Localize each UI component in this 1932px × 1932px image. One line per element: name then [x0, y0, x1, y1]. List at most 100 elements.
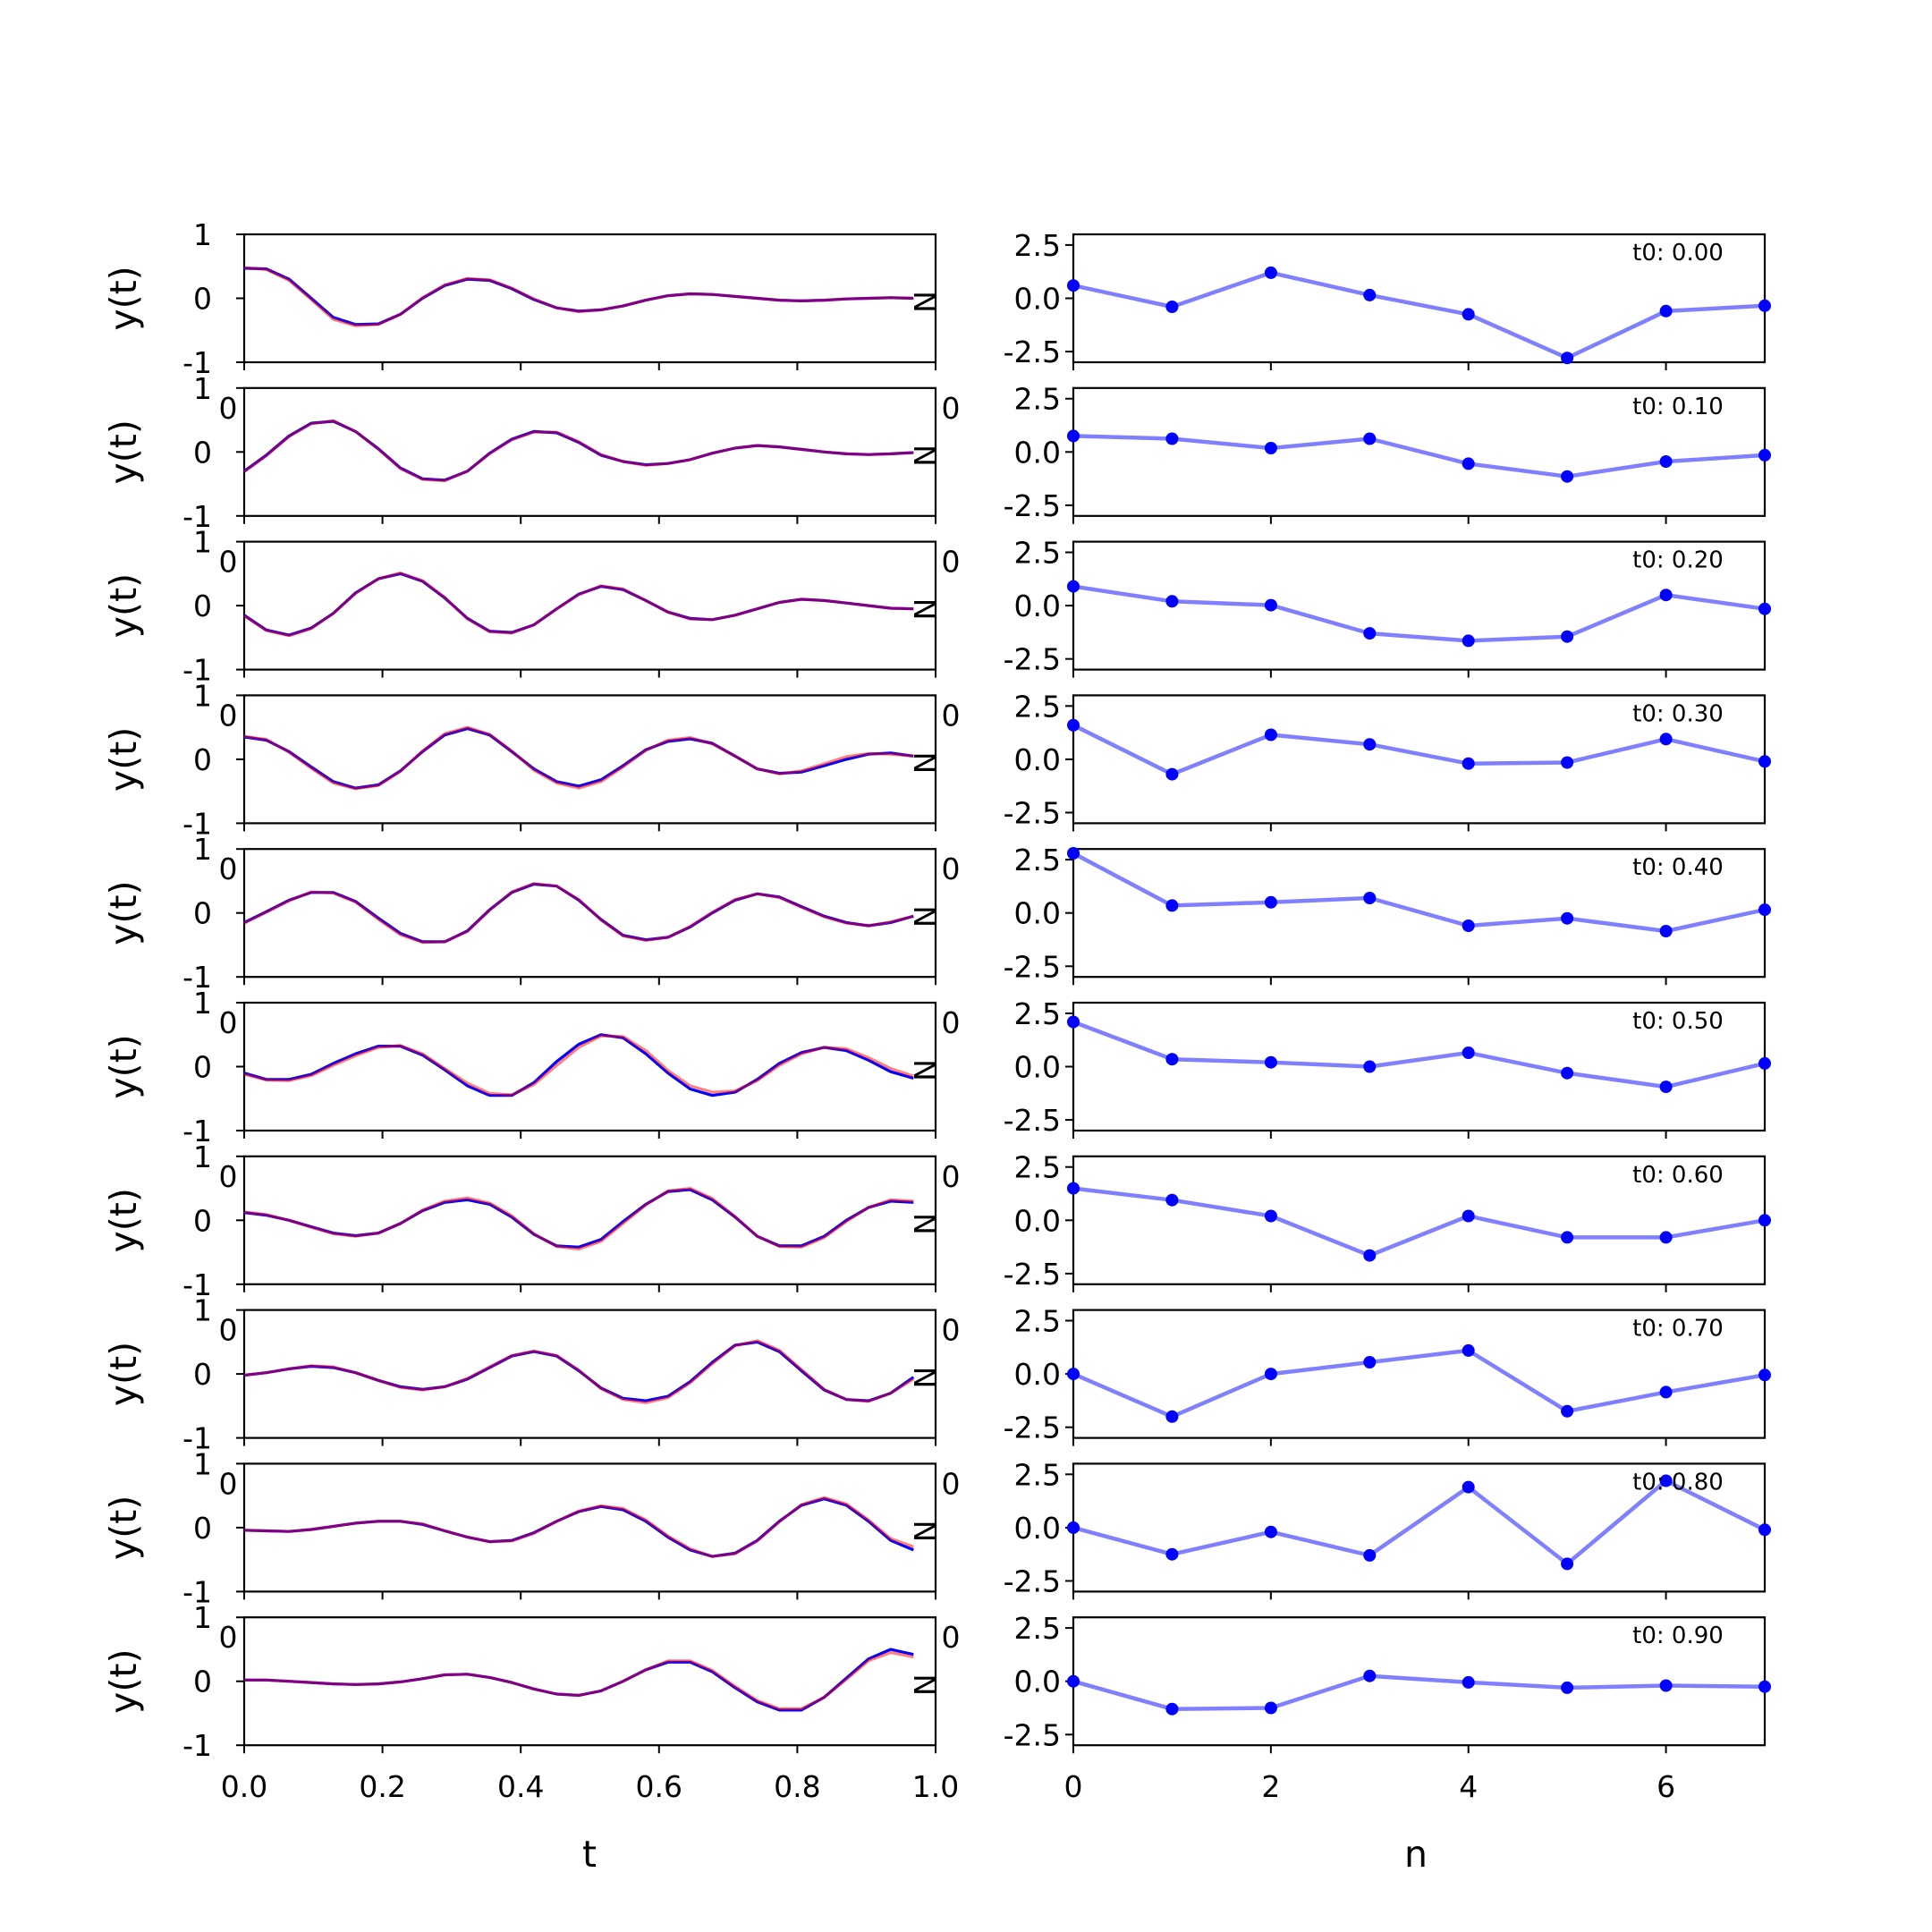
coefficient-line: [1072, 584, 1766, 643]
red-series-line: [243, 1339, 915, 1404]
right-panel-3: 0 2.5 0.0 -2.5 t0: 0.30: [942, 689, 1771, 832]
right-y-tick-label: -2.5: [1004, 1563, 1061, 1598]
coefficient-point: [1462, 1343, 1475, 1357]
right-panel-frame: [1072, 1462, 1767, 1593]
coefficient-line: [1072, 1674, 1766, 1711]
overlap-tick-label: 0: [942, 1466, 961, 1501]
left-y-tick-label: 1: [193, 1140, 212, 1174]
red-series-line: [243, 1034, 914, 1097]
red-series-line: [243, 571, 914, 638]
coefficient-point: [1067, 847, 1080, 860]
coefficient-point: [1067, 1521, 1080, 1534]
edge-letter-label: N: [907, 1674, 942, 1696]
overlap-tick-label: 0: [219, 391, 238, 426]
coefficient-point: [1462, 457, 1475, 470]
coefficient-point: [1363, 627, 1377, 640]
left-panel-frame: [242, 848, 937, 979]
right-y-tick-label: -2.5: [1004, 335, 1061, 369]
coefficient-point: [1363, 1249, 1377, 1262]
overlap-tick-label: 0: [219, 852, 238, 886]
left-y-tick-label: -1: [182, 1728, 212, 1763]
left-y-tick-label: -1: [182, 1267, 212, 1302]
red-series-line: [243, 266, 914, 327]
left-y-tick-label: 0: [193, 1357, 212, 1392]
coefficient-line: [1072, 270, 1766, 360]
coefficient-point: [1165, 767, 1179, 781]
left-panel-4: 010-1y(t) N: [102, 832, 942, 995]
left-y-tick-label: 1: [193, 371, 212, 406]
left-panel-9: 010-10.0 0.2 0.4 0.6 0.8 1.0y(t) N: [102, 1600, 959, 1804]
t0-annotation: t0: 0.80: [1632, 1469, 1724, 1496]
overlap-tick-label: 0: [219, 1159, 238, 1194]
coefficient-point: [1165, 301, 1179, 313]
left-y-tick-label: -1: [182, 1421, 212, 1456]
left-x-tick-label: 0.0: [221, 1769, 267, 1804]
coefficient-point: [1264, 1525, 1277, 1538]
coefficient-point: [1067, 279, 1080, 292]
coefficient-point: [1264, 1209, 1277, 1223]
right-column-panels: 2.5 0.0 -2.5 t0: 0.00 0 2.5 0.0 -2.5 t0: 0.10 0 2.…: [942, 228, 1771, 1804]
right-y-tick-label: 0.0: [1014, 282, 1061, 317]
right-y-tick-label: -2.5: [1004, 1717, 1061, 1752]
coefficient-point: [1561, 470, 1574, 483]
left-y-tick-label: 1: [193, 1293, 212, 1328]
left-x-tick-label: 0.6: [636, 1769, 682, 1804]
left-y-axis-label: y(t): [102, 266, 145, 330]
edge-letter-label: N: [907, 445, 942, 467]
right-y-tick-label: 2.5: [1014, 1457, 1061, 1492]
coefficient-point: [1758, 602, 1771, 615]
right-panel-frame: [1072, 1616, 1767, 1747]
left-panel-6: 010-1y(t) N: [102, 1140, 942, 1302]
coefficient-point: [1561, 1404, 1574, 1418]
right-y-tick-label: -2.5: [1004, 1257, 1061, 1292]
coefficient-point: [1659, 925, 1673, 937]
edge-letter-label: N: [907, 291, 942, 313]
overlap-tick-label: 0: [942, 698, 961, 733]
right-y-tick-label: -2.5: [1004, 949, 1061, 984]
red-series-line: [244, 1650, 914, 1711]
left-y-tick-label: 0: [193, 1665, 212, 1699]
overlap-tick-label: 0: [219, 698, 238, 733]
coefficient-point: [1264, 1368, 1277, 1381]
coefficient-point: [1264, 728, 1277, 741]
left-panel-0: 1 0 -1 y(t) N: [102, 217, 942, 380]
left-y-axis-label: y(t): [102, 1188, 145, 1252]
coefficient-point: [1363, 1060, 1377, 1073]
left-y-tick-label: 0: [193, 589, 212, 623]
coefficient-point: [1758, 903, 1771, 917]
coefficient-point: [1067, 580, 1080, 593]
coefficient-point: [1165, 1410, 1179, 1423]
coefficient-point: [1067, 1182, 1080, 1195]
coefficient-point: [1659, 1231, 1673, 1244]
coefficient-point: [1462, 308, 1475, 321]
coefficient-point: [1067, 1674, 1080, 1688]
right-y-tick-label: -2.5: [1004, 1103, 1061, 1138]
overlap-tick-label: 0: [219, 1620, 238, 1655]
left-panel-frame: [242, 694, 937, 825]
red-series-line: [243, 1186, 914, 1251]
overlap-tick-label: 0: [942, 1313, 961, 1348]
left-y-tick-label: -1: [182, 960, 212, 995]
coefficient-point: [1264, 266, 1277, 279]
right-y-tick-label: 2.5: [1014, 996, 1061, 1031]
coefficient-point: [1561, 352, 1574, 365]
right-y-tick-label: 0.0: [1014, 1357, 1061, 1392]
left-y-tick-label: -1: [182, 806, 212, 841]
coefficient-point: [1462, 634, 1475, 648]
coefficient-point: [1264, 598, 1277, 612]
coefficient-point: [1758, 1214, 1771, 1227]
right-panel-8: 0 2.5 0.0 -2.5 t0: 0.80: [942, 1457, 1771, 1600]
right-x-tick-label: 6: [1657, 1769, 1675, 1804]
left-y-axis-label: y(t): [102, 1034, 145, 1098]
left-y-tick-label: 0: [193, 742, 212, 777]
coefficient-point: [1363, 738, 1377, 751]
left-y-tick-label: 0: [193, 1203, 212, 1238]
coefficient-point: [1659, 1474, 1673, 1487]
coefficient-point: [1659, 1080, 1673, 1094]
right-y-tick-label: 2.5: [1014, 1150, 1061, 1185]
coefficient-point: [1363, 432, 1377, 445]
left-y-axis-label: y(t): [102, 1496, 145, 1560]
right-y-tick-label: 0.0: [1014, 896, 1061, 931]
left-y-tick-label: -1: [182, 1114, 212, 1148]
left-panel-frame: [242, 540, 937, 671]
